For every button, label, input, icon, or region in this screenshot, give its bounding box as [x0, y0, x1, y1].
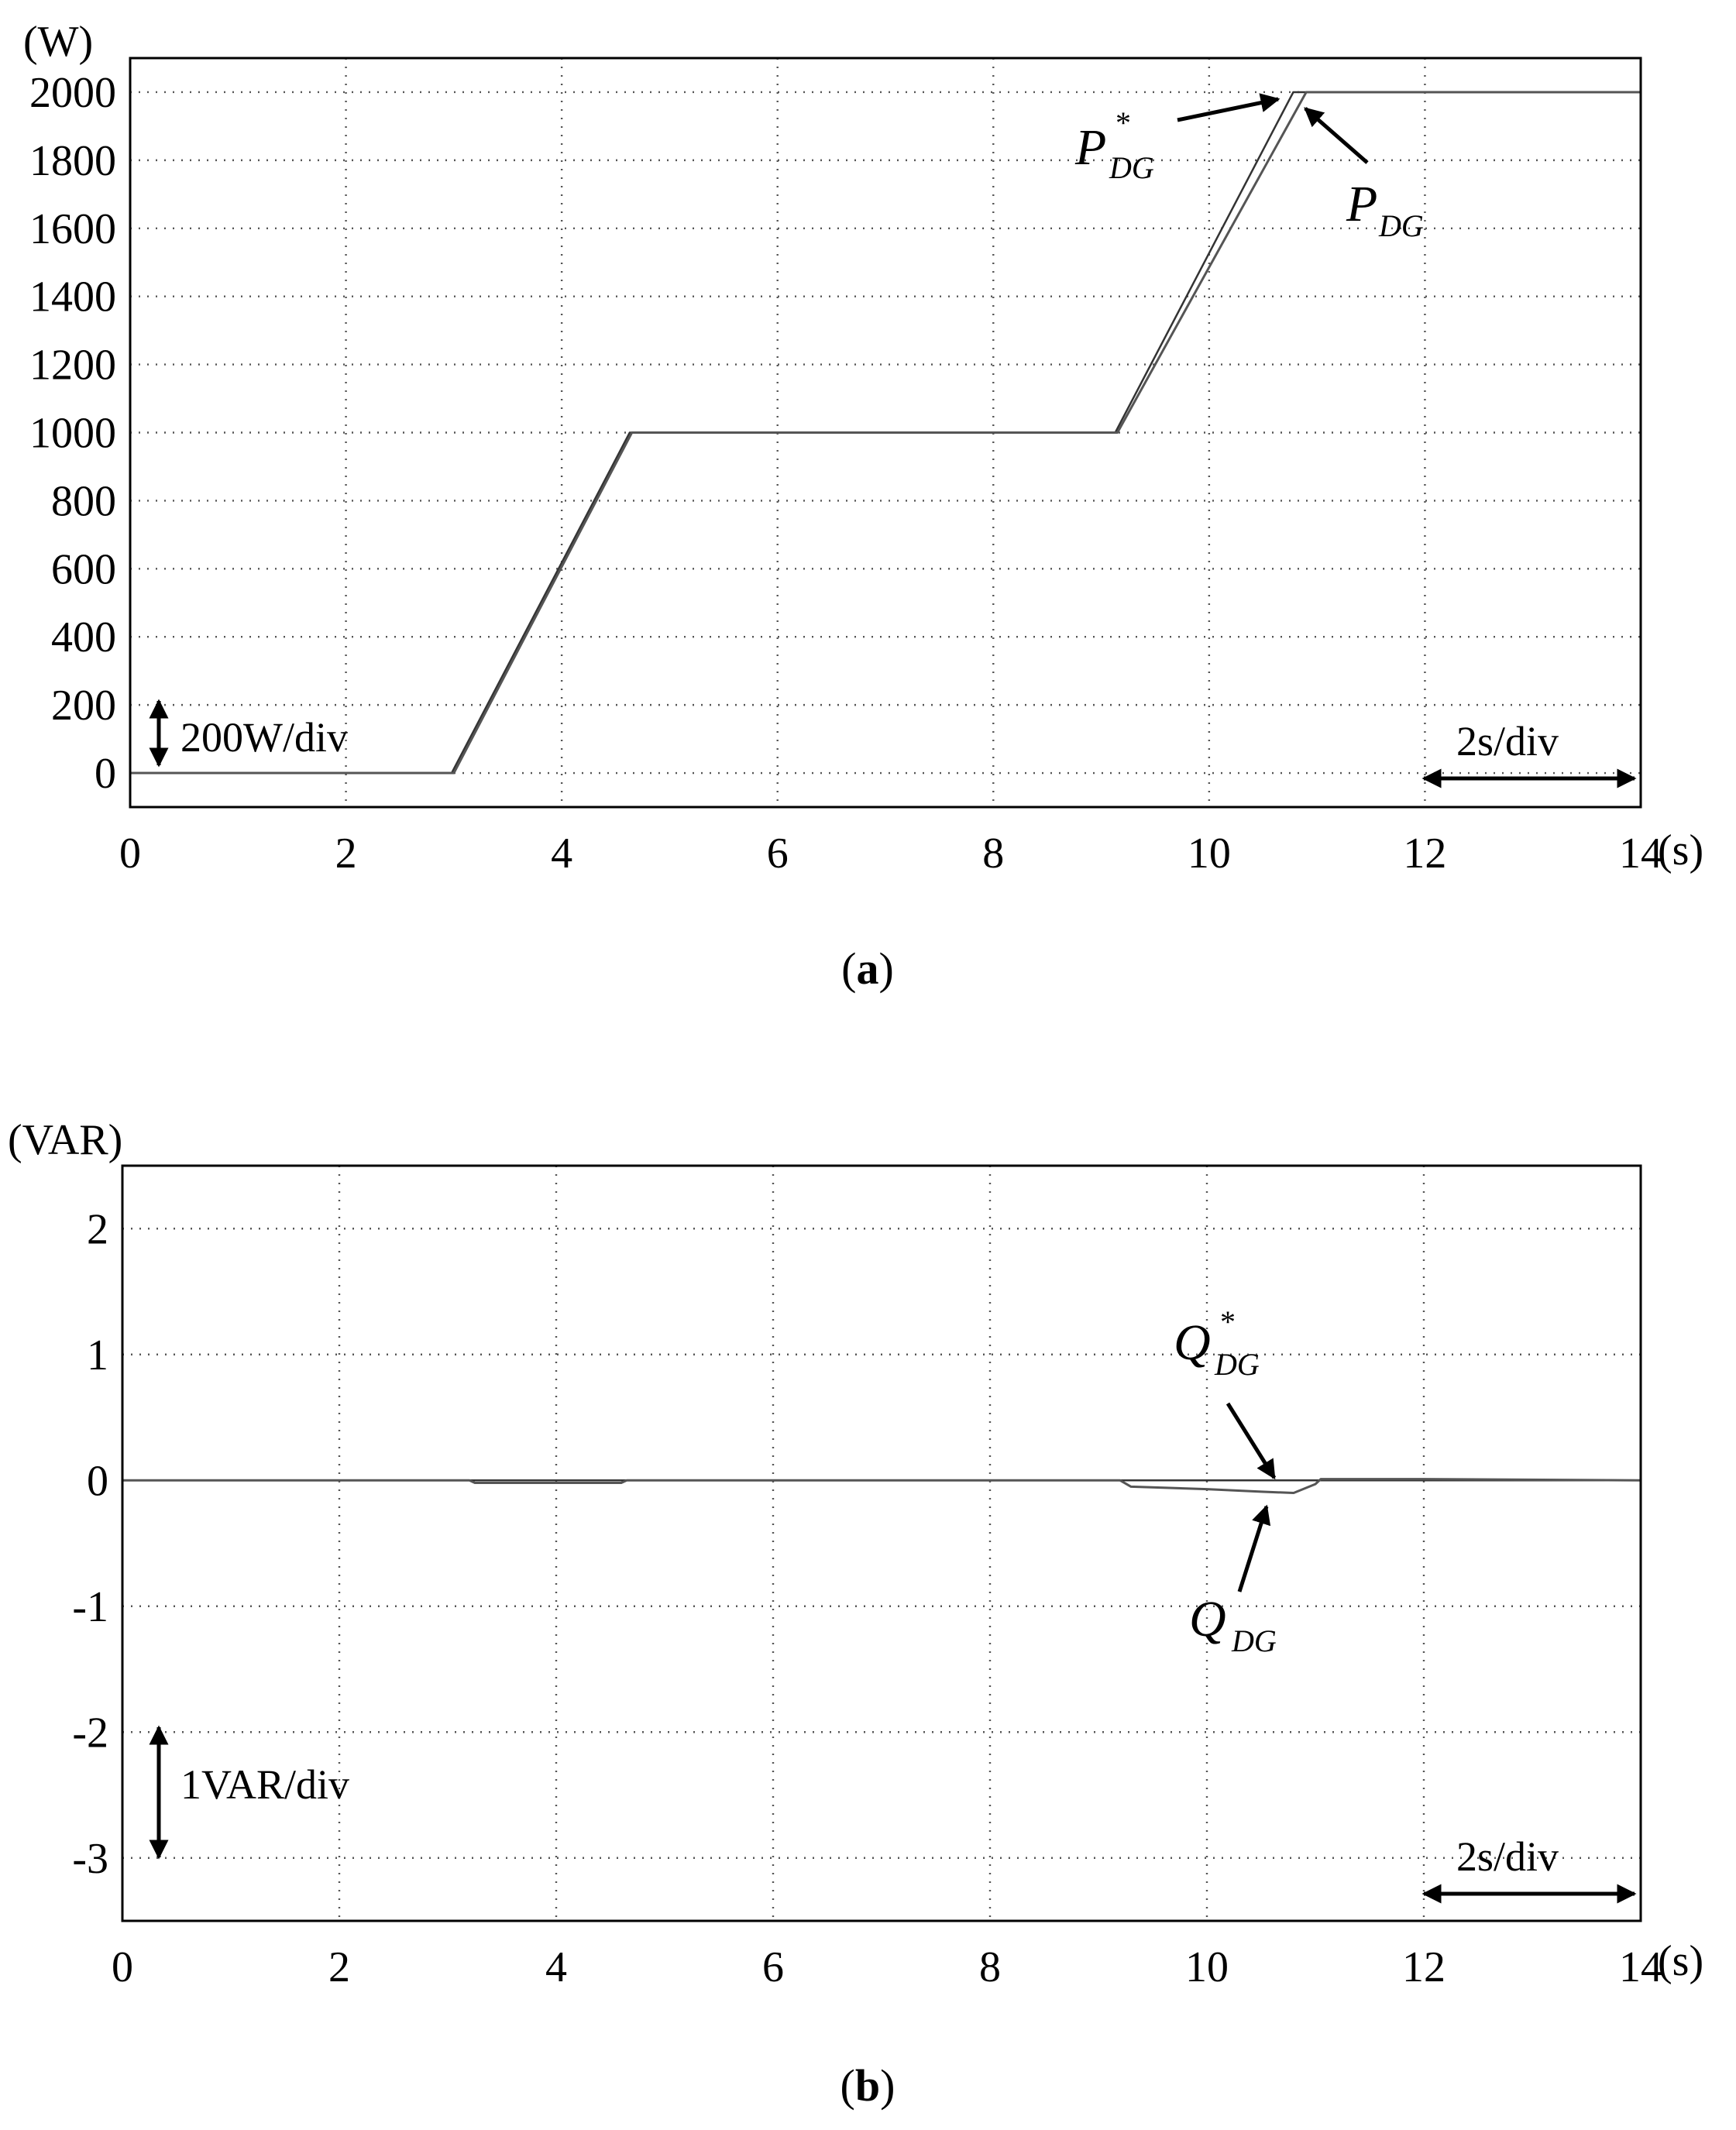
panel-a-y-tick-label: 1600 — [29, 205, 116, 253]
panel-b-ref-label-main: Q — [1174, 1314, 1211, 1371]
panel-a-y-tick-label: 800 — [51, 477, 116, 525]
panel-a-y-tick-label: 1800 — [29, 137, 116, 185]
panel-b-x-tick-label: 10 — [1185, 1943, 1229, 1991]
panel-b-y-scale-label: 1VAR/div — [180, 1761, 349, 1808]
panel-a-x-tick-label: 2 — [335, 830, 357, 878]
panel-a-meas-label-main: P — [1346, 176, 1377, 232]
panel-a-series-measured — [130, 91, 1641, 775]
panel-b-y-unit: (VAR) — [8, 1116, 122, 1164]
panel-a-ref-label-sub: DG — [1109, 150, 1154, 185]
panel-a-x-tick-label: 14 — [1619, 830, 1662, 878]
panel-a-meas-series-arrow — [1304, 107, 1369, 164]
panel-a-ref-series-label: P * DG — [1074, 105, 1154, 185]
panel-a-y-tick-label: 1400 — [29, 273, 116, 321]
panel-a-x-tick-label: 4 — [551, 830, 572, 878]
panel-b-x-tick-label: 2 — [328, 1943, 350, 1991]
panel-b-x-tick-label: 6 — [762, 1943, 784, 1991]
panel-a-y-tick-label: 2000 — [29, 69, 116, 117]
panel-b-x-tick-label: 12 — [1402, 1943, 1446, 1991]
panel-b-y-tick-label: 0 — [87, 1457, 108, 1505]
panel-b-meas-series-label: Q DG — [1189, 1591, 1277, 1658]
panel-b-x-tick-label: 4 — [545, 1943, 567, 1991]
panel-b-x-tick-labels: 0 2 4 6 8 10 12 14 — [112, 1943, 1662, 1991]
panel-a-meas-label-sub: DG — [1378, 208, 1424, 243]
panel-a-y-tick-label: 0 — [95, 750, 116, 798]
panel-a-plot-frame — [129, 57, 1642, 809]
panel-b-y-tick-label: -3 — [72, 1835, 108, 1883]
panel-a-x-tick-label: 10 — [1188, 830, 1231, 878]
panel-a-x-tick-label: 8 — [982, 830, 1004, 878]
panel-b-caption: (b) — [840, 2060, 896, 2111]
panel-a-x-scale-label: 2s/div — [1456, 718, 1559, 764]
panel-b-y-tick-label: -2 — [72, 1709, 108, 1757]
panel-b-meas-series-arrow — [1237, 1504, 1271, 1592]
panel-b-ref-label-sub: DG — [1214, 1347, 1260, 1382]
panel-a-meas-series-label: P DG — [1346, 176, 1424, 243]
panel-a-x-tick-label: 12 — [1403, 830, 1446, 878]
panel-a-y-scale-label: 200W/div — [180, 714, 348, 761]
panel-a-ref-label-main: P — [1074, 119, 1106, 176]
panel-b-grid — [122, 1166, 1641, 1921]
panel-a-y-unit: (W) — [23, 18, 93, 66]
panel-a-x-unit: (s) — [1658, 826, 1703, 874]
panel-a: 0 2 4 6 8 10 12 14 0 200 400 600 800 1000 1200 1400 160… — [23, 18, 1703, 994]
panel-a-ref-label-sup: * — [1116, 105, 1131, 140]
panel-b-meas-label-sub: DG — [1231, 1623, 1277, 1658]
panel-b-x-tick-label: 0 — [112, 1943, 133, 1991]
panel-b-y-tick-labels: -3 -2 -1 0 1 2 — [72, 1205, 108, 1883]
panel-b-x-unit: (s) — [1658, 1937, 1703, 1985]
panel-b-y-tick-label: 1 — [87, 1331, 108, 1379]
panel-a-ref-series-arrow — [1177, 93, 1281, 122]
panel-a-y-tick-label: 1000 — [29, 410, 116, 458]
panel-a-x-tick-labels: 0 2 4 6 8 10 12 14 — [119, 830, 1662, 878]
panel-b-meas-label-main: Q — [1189, 1591, 1226, 1647]
panel-b-ref-series-arrow — [1226, 1402, 1277, 1480]
panel-b-y-tick-label: -1 — [72, 1583, 108, 1631]
panel-b-x-scale-label: 2s/div — [1456, 1833, 1559, 1880]
panel-a-x-tick-label: 0 — [119, 830, 141, 878]
panel-b-series-measured — [122, 1478, 1641, 1494]
panel-a-y-tick-label: 400 — [51, 613, 116, 661]
panel-a-y-tick-label: 600 — [51, 545, 116, 593]
panel-a-x-tick-label: 6 — [767, 830, 789, 878]
panel-a-y-tick-label: 200 — [51, 682, 116, 730]
panel-a-y-tick-label: 1200 — [29, 342, 116, 390]
panel-b-x-tick-label: 14 — [1619, 1943, 1662, 1991]
panel-a-y-tick-labels: 0 200 400 600 800 1000 1200 1400 1600 1800 2000 — [29, 69, 116, 798]
panel-b-ref-series-label: Q * DG — [1174, 1304, 1260, 1382]
panel-b-plot-frame — [121, 1164, 1642, 1922]
panel-b-ref-label-sup: * — [1220, 1304, 1236, 1339]
panel-b-x-tick-label: 8 — [979, 1943, 1001, 1991]
panel-a-caption: (a) — [841, 943, 894, 994]
panel-b-series — [122, 1478, 1641, 1494]
panel-a-series — [130, 91, 1641, 775]
panel-b-y-tick-label: 2 — [87, 1205, 108, 1253]
